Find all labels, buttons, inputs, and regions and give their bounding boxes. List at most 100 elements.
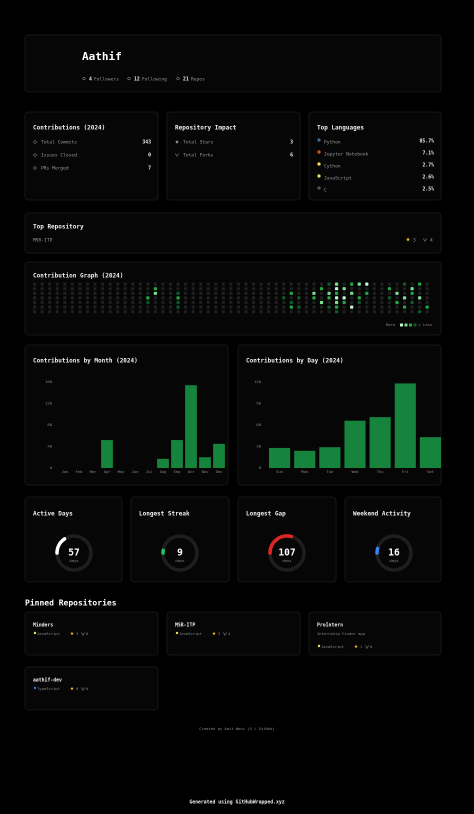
language-name: C [324, 188, 327, 194]
contribution-cell [221, 310, 225, 314]
contribution-cell [33, 296, 37, 300]
contribution-cell [63, 287, 67, 291]
contribution-cell [93, 291, 97, 295]
contribution-cell [327, 296, 331, 300]
contribution-cell [425, 287, 429, 291]
contribution-cell [380, 300, 384, 305]
x-tick-label: Thu [377, 469, 384, 474]
language-percent: 2.5% [422, 187, 434, 193]
contribution-cell [108, 300, 112, 305]
language-dot [317, 138, 321, 142]
language-name: Cython [324, 164, 341, 170]
contribution-cell [138, 310, 142, 314]
contribution-cell [70, 282, 74, 286]
language-percent: 85.7% [420, 139, 435, 145]
icon [33, 140, 37, 144]
card [24, 111, 159, 201]
y-tick-label: 0 [259, 465, 262, 470]
contribution-cell [116, 291, 120, 295]
language-dot [33, 686, 37, 690]
contribution-cell [395, 291, 399, 295]
contribution-cell [236, 287, 241, 291]
contribution-cell [48, 291, 52, 295]
contribution-cell [335, 291, 339, 295]
icon [176, 76, 180, 81]
repo-name: aathif-dev [33, 678, 62, 684]
stat-title: Active Days [33, 511, 73, 518]
contribution-cell [395, 296, 399, 300]
y-tick-label: 30 [256, 444, 261, 449]
contribution-cell [199, 291, 203, 295]
repo-stars: 3 [218, 631, 220, 636]
bar [394, 383, 416, 468]
bar [419, 437, 441, 468]
contribution-cell [146, 310, 150, 314]
card [24, 261, 442, 336]
contribution-cell [116, 296, 120, 300]
contribution-cell [78, 300, 82, 305]
contribution-cell [297, 282, 301, 286]
contribution-cell [108, 305, 112, 309]
contribution-cell [100, 305, 105, 309]
profile-stat-label: Followers [94, 77, 119, 83]
contribution-cell [402, 310, 407, 314]
contribution-cell [123, 291, 127, 295]
contribution-cell [312, 287, 316, 291]
contribution-cell [319, 310, 324, 314]
contribution-cell [387, 287, 392, 291]
contribution-cell [259, 300, 263, 305]
star-icon [212, 631, 216, 635]
contribution-cell [33, 305, 37, 309]
contribution-cell [78, 305, 82, 309]
profile-stat-value: 21 [183, 77, 189, 83]
contribution-cell [184, 310, 188, 314]
contribution-cell [206, 305, 210, 309]
language-name: JavaScript [324, 176, 352, 182]
contribution-cell [372, 282, 376, 286]
contribution-cell [244, 287, 248, 291]
contribution-cell [402, 282, 407, 286]
contribution-cell [244, 282, 248, 286]
stat-unit: days [175, 558, 184, 563]
contribution-cell [168, 287, 173, 291]
contribution-cell [176, 310, 180, 314]
contribution-cell [244, 300, 248, 305]
star-icon [70, 686, 74, 690]
stat-title: Longest Gap [246, 511, 286, 518]
contribution-cell [418, 305, 422, 309]
legend-swatch [404, 323, 408, 327]
contribution-cell [33, 282, 37, 286]
contribution-cell [199, 310, 203, 314]
profile-stat-value: 12 [134, 77, 140, 83]
contribution-cell [244, 296, 248, 300]
contribution-cell [410, 310, 414, 314]
stat-value: 57 [68, 548, 79, 559]
contribution-cell [342, 296, 346, 300]
contribution-cell [236, 291, 241, 295]
contribution-cell [365, 282, 369, 286]
contribution-cell [70, 300, 74, 305]
contribution-cell [342, 310, 346, 314]
contribution-cell [357, 300, 361, 305]
contribution-cell [78, 287, 82, 291]
contribution-cell [63, 300, 67, 305]
card [24, 611, 159, 656]
icon [127, 76, 131, 81]
contribution-cell [244, 305, 248, 309]
contribution-cell [327, 282, 331, 286]
contribution-cell [48, 296, 52, 300]
contribution-cell [206, 287, 210, 291]
contribution-cell [221, 300, 225, 305]
contribution-cell [259, 282, 263, 286]
fork-icon [365, 645, 369, 649]
contribution-cell [123, 300, 127, 305]
contribution-cell [297, 310, 301, 314]
x-tick-label: Sat [427, 469, 434, 474]
x-tick-label: Sep [174, 469, 182, 474]
contribution-cell [418, 300, 422, 305]
stat-value: 107 [278, 548, 295, 559]
contribution-cell [123, 282, 127, 286]
stat-value: 343 [142, 140, 151, 146]
section-title: Pinned Repositories [25, 598, 117, 608]
contribution-cell [199, 287, 203, 291]
